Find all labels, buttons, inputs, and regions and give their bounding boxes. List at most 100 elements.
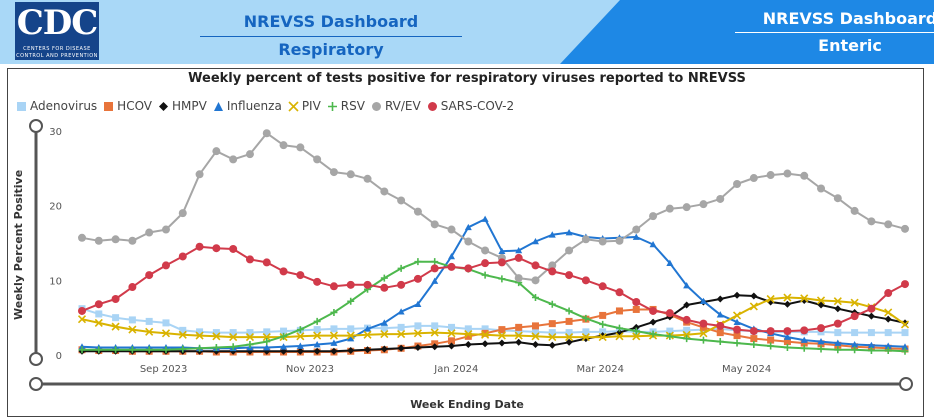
data-point (867, 341, 875, 349)
data-point (162, 346, 170, 354)
data-point (699, 319, 708, 328)
legend-item[interactable]: SARS-COV-2 (427, 99, 514, 113)
data-point (481, 246, 490, 255)
data-point (884, 220, 893, 229)
y-tick-label: 10 (49, 276, 62, 287)
data-point (95, 346, 103, 354)
data-point (599, 311, 607, 319)
data-point (615, 236, 624, 245)
data-point (195, 331, 204, 340)
data-point (548, 231, 556, 238)
legend-marker-icon (17, 101, 26, 111)
x-axis-label: Week Ending Date (410, 398, 524, 411)
tab-respiratory-line2[interactable]: Respiratory (278, 40, 384, 59)
data-point (548, 320, 556, 328)
data-point (347, 325, 355, 333)
data-point (464, 237, 473, 246)
data-point (397, 264, 405, 272)
data-point (161, 329, 171, 338)
data-point (682, 330, 691, 339)
data-point (632, 305, 640, 313)
data-point (833, 297, 842, 306)
data-point (178, 330, 187, 339)
legend-item[interactable]: RV/EV (371, 99, 421, 113)
data-point (430, 328, 439, 337)
data-point (313, 326, 321, 334)
data-point (330, 308, 338, 316)
tab-enteric-underline (735, 32, 934, 33)
data-point (280, 332, 288, 340)
data-point (263, 338, 271, 346)
tab-divider (560, 0, 620, 64)
data-point (178, 252, 187, 261)
data-point (867, 217, 876, 226)
data-point (94, 236, 103, 245)
data-point (699, 297, 707, 305)
data-point (346, 331, 355, 340)
data-point (598, 237, 607, 246)
y-tick-label: 30 (49, 127, 62, 138)
data-point (448, 323, 456, 331)
data-point (330, 325, 338, 333)
legend-item[interactable]: Influenza (213, 99, 282, 113)
data-point (481, 340, 489, 348)
tab-enteric-line2[interactable]: Enteric (818, 36, 882, 55)
data-point (280, 327, 288, 335)
legend-item[interactable]: HCOV (103, 99, 152, 113)
data-point (632, 323, 640, 331)
data-point (884, 289, 893, 298)
data-point (313, 277, 322, 286)
data-point (296, 342, 304, 349)
x-range-slider-handle-right (899, 377, 913, 391)
data-point (212, 329, 220, 337)
data-point (246, 329, 254, 337)
data-point (431, 258, 439, 266)
data-point (296, 347, 304, 355)
data-point (195, 170, 204, 179)
data-point (313, 347, 321, 355)
data-point (683, 282, 691, 289)
data-point (212, 332, 221, 341)
data-point (682, 315, 691, 324)
legend-item[interactable]: HMPV (158, 99, 207, 113)
data-point (464, 330, 473, 339)
legend-item[interactable]: RSV (327, 99, 365, 113)
data-point (229, 333, 238, 342)
data-point (413, 274, 422, 283)
data-point (447, 225, 456, 234)
data-point (161, 261, 170, 270)
data-point (279, 141, 288, 150)
data-point (598, 282, 607, 291)
data-point (531, 341, 539, 349)
data-point (498, 326, 506, 334)
data-point (77, 315, 87, 324)
data-point (531, 322, 539, 330)
data-point (329, 331, 339, 340)
data-point (800, 326, 809, 335)
data-point (448, 252, 456, 260)
data-point (380, 274, 388, 282)
tab-respiratory-line1[interactable]: NREVSS Dashboard (243, 12, 419, 31)
data-point (834, 346, 842, 354)
legend-item[interactable]: PIV (288, 99, 321, 113)
dashboard-header: CDC CENTERS FOR DISEASE CONTROL AND PREV… (0, 0, 934, 64)
data-point (800, 344, 808, 352)
data-point (834, 329, 842, 337)
data-point (901, 224, 909, 233)
data-point (665, 309, 674, 318)
data-point (565, 271, 574, 280)
data-point (514, 274, 523, 283)
data-point (581, 235, 590, 244)
data-point (111, 322, 120, 331)
tab-enteric-line1[interactable]: NREVSS Dashboard (762, 9, 934, 28)
legend-item[interactable]: Adenovirus (16, 99, 97, 113)
data-point (884, 347, 892, 355)
tab-respiratory[interactable] (103, 0, 560, 64)
data-point (464, 341, 472, 349)
data-point (750, 292, 758, 300)
data-point (833, 319, 842, 328)
data-point (867, 347, 875, 355)
data-point (531, 332, 540, 341)
data-point (161, 225, 170, 234)
logo-subtext-2: CONTROL AND PREVENTION (16, 53, 98, 59)
